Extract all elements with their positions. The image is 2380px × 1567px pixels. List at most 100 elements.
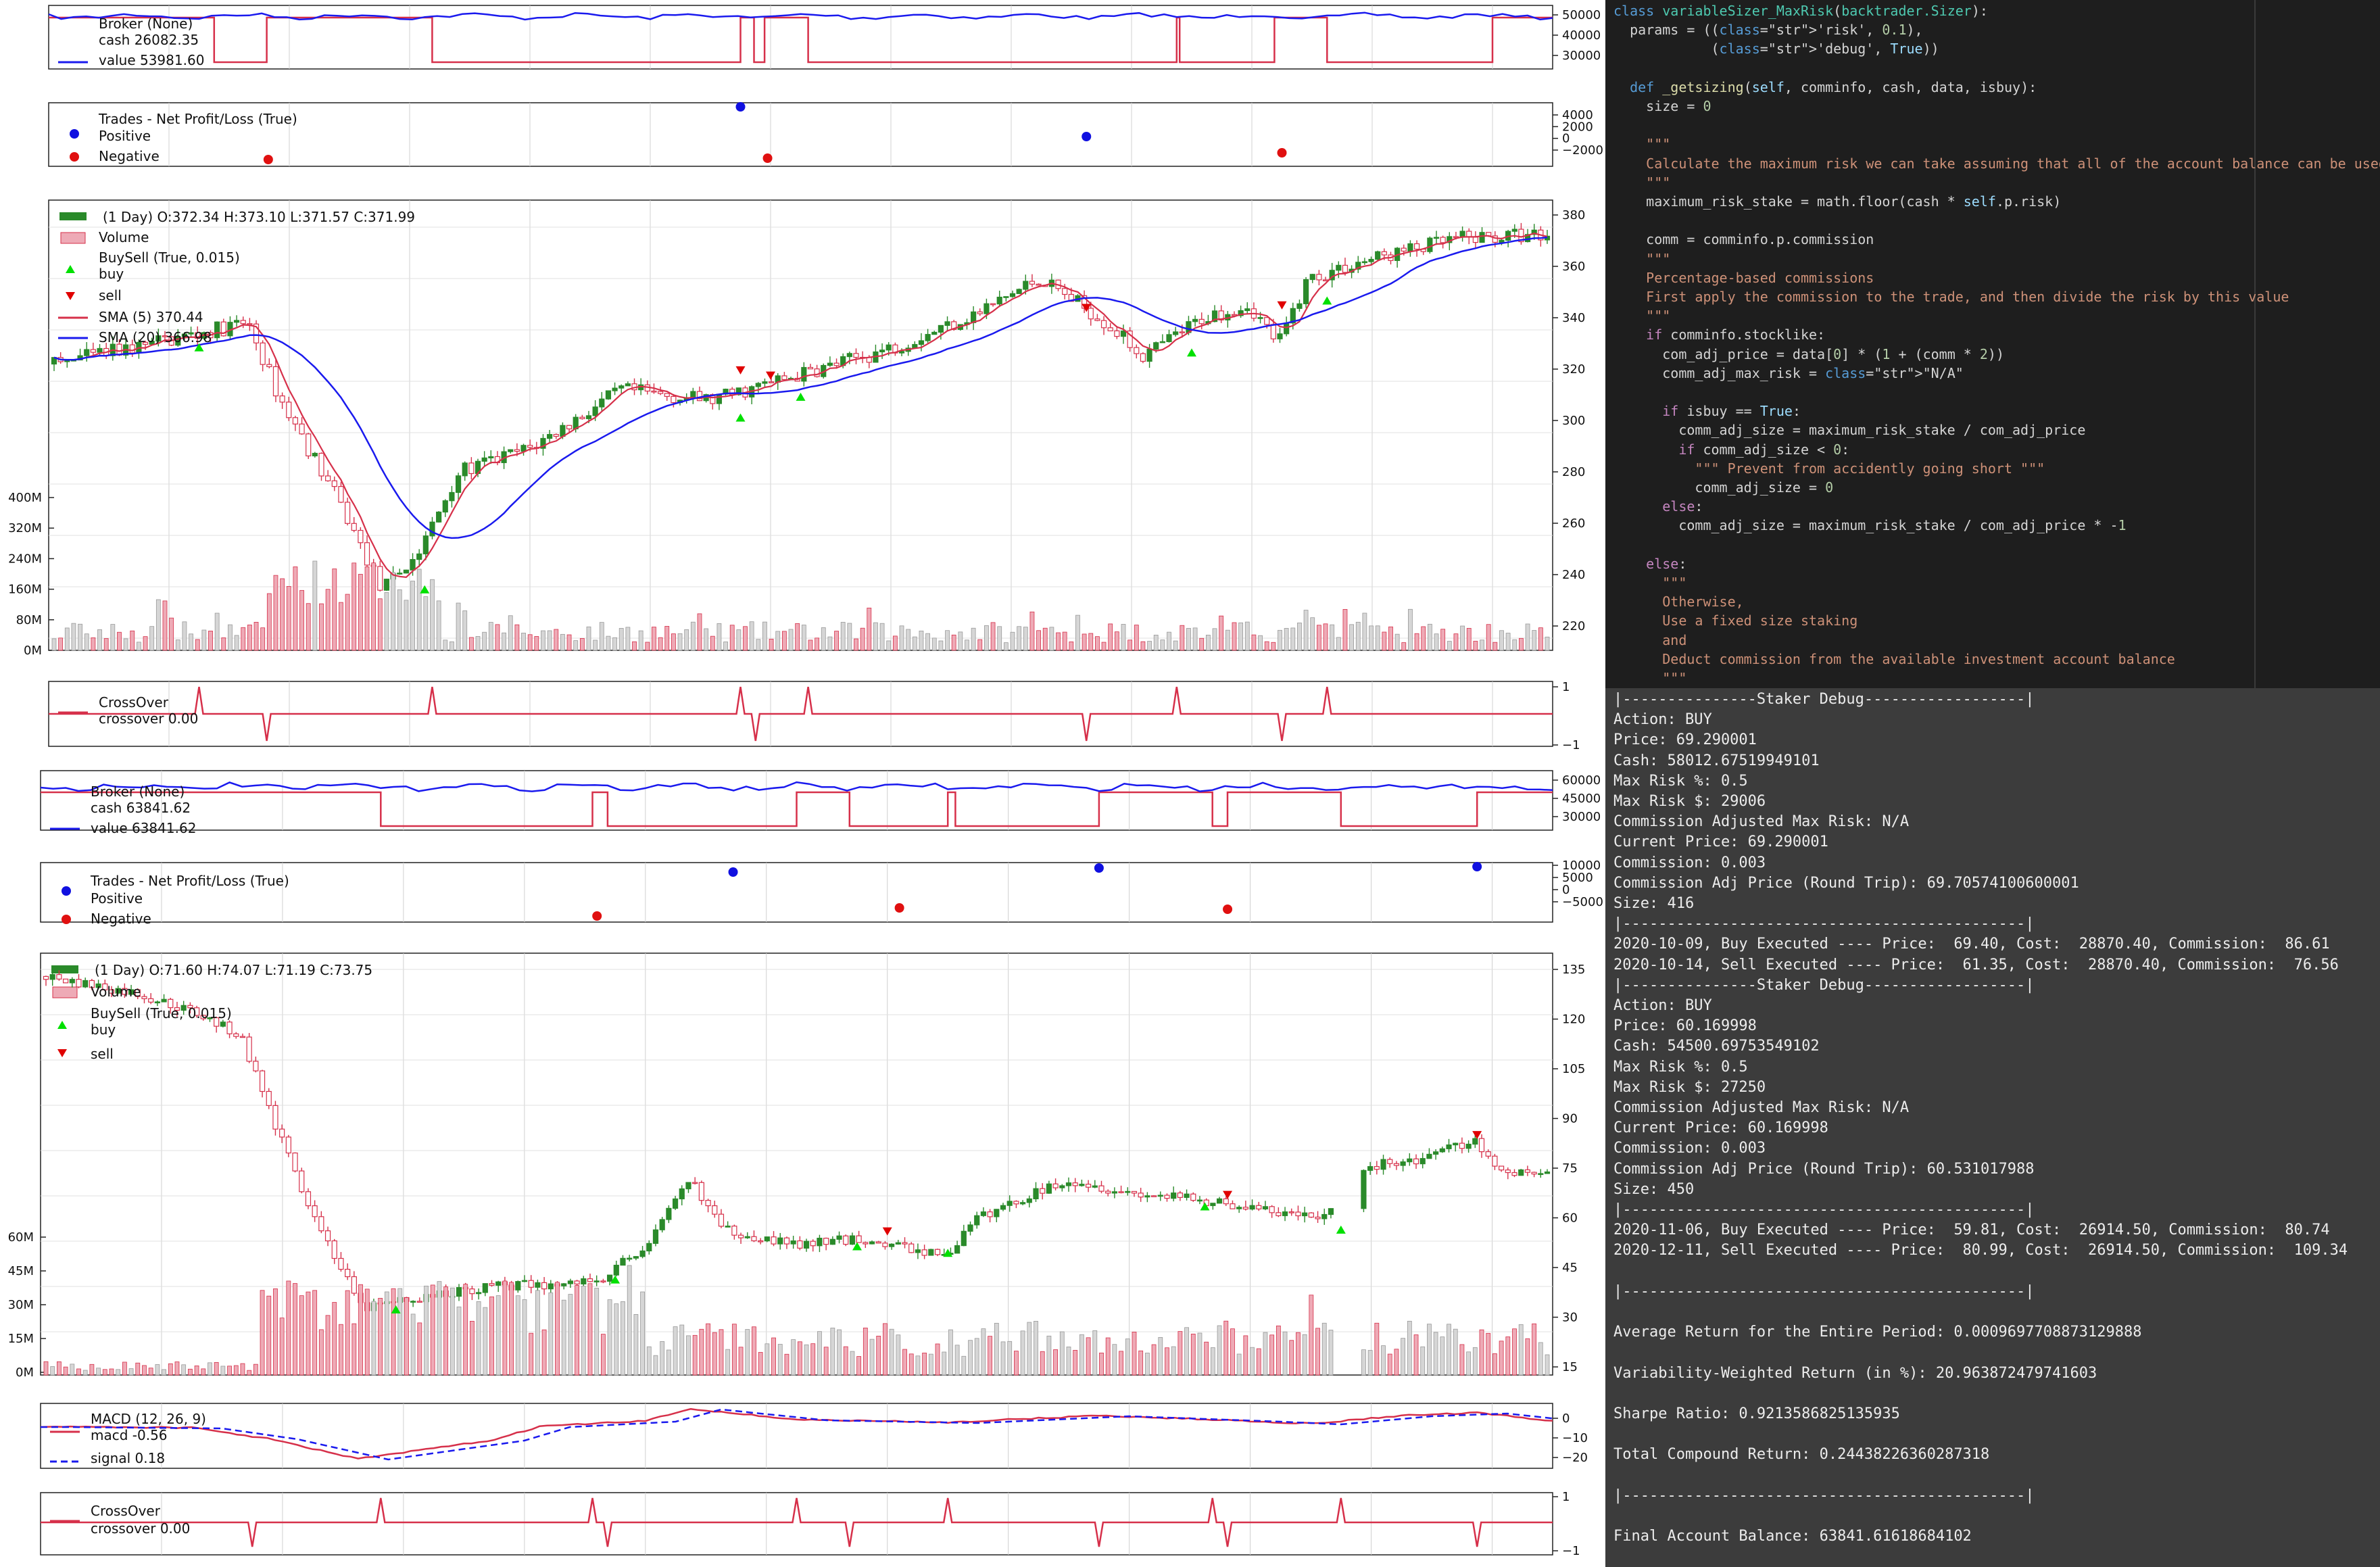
s2-candle xyxy=(193,1007,200,1016)
code-editor[interactable]: class variableSizer_MaxRisk(backtrader.S… xyxy=(1605,0,2380,688)
s1-broker-cash-line xyxy=(49,16,1553,64)
code-line: First apply the commission to the trade,… xyxy=(1613,289,2289,305)
output-console[interactable]: |---------------Staker Debug------------… xyxy=(1605,688,2380,1567)
s1-volume-bar xyxy=(892,635,898,651)
s2-signal-line xyxy=(41,1408,1553,1461)
s2-volume-bar xyxy=(358,1284,363,1376)
s1-price-tick-label: 220 xyxy=(1562,619,1585,633)
s1-volume-bar xyxy=(906,629,911,651)
s2-volume-bar xyxy=(535,1290,540,1376)
s1-volume-bar xyxy=(781,631,787,651)
s2-candle xyxy=(174,1007,180,1011)
s1-candle xyxy=(735,387,742,395)
s2-candle xyxy=(915,1249,921,1253)
s1-candle xyxy=(1368,258,1374,262)
s2-candle xyxy=(1459,1142,1465,1149)
console-line: 2020-11-06, Buy Executed ---- Price: 59.… xyxy=(1613,1222,2330,1239)
s1-candle xyxy=(1257,317,1263,319)
s2-candle xyxy=(889,1243,895,1247)
s2-trades-positive: Positive xyxy=(91,890,143,907)
s1-candle xyxy=(377,566,383,591)
s1-volume-bar xyxy=(860,627,865,651)
s1-volume-bar xyxy=(1095,636,1100,651)
s1-candle xyxy=(1270,324,1276,339)
s2-candle xyxy=(135,989,141,997)
s2-candle xyxy=(476,1292,482,1295)
s1-candle xyxy=(129,344,135,354)
s2-candle xyxy=(233,1033,239,1037)
s2-volume-bar xyxy=(1518,1324,1524,1376)
s1-trades-tick-label: 0 xyxy=(1562,132,1570,146)
s2-candle xyxy=(810,1240,816,1247)
s2-volume-bar xyxy=(424,1285,429,1376)
s1-broker-tick-label: 30000 xyxy=(1562,49,1601,63)
s2-candle xyxy=(272,1105,278,1130)
s1-candle xyxy=(1023,281,1029,290)
s1-volume-bar xyxy=(723,642,728,651)
s2-price-tick-label: 45 xyxy=(1562,1261,1578,1275)
s1-volume-bar xyxy=(1049,627,1054,651)
s2-candle xyxy=(108,989,115,994)
s2-candle xyxy=(1433,1151,1439,1155)
s1-candle xyxy=(175,336,181,346)
s2-volume-bar xyxy=(1066,1347,1071,1376)
s2-volume-bar xyxy=(797,1341,802,1376)
s1-volume-bar xyxy=(1349,624,1355,651)
s1-volume-bar xyxy=(1440,629,1446,651)
s1-volume-bar xyxy=(632,641,637,651)
s2-volume-bar xyxy=(1420,1346,1426,1376)
s1-trades-title: Trades - Net Profit/Loss (True) xyxy=(98,111,297,127)
s1-candle xyxy=(585,415,592,419)
s1-volume-bar xyxy=(990,622,996,651)
s1-volume-bar xyxy=(606,635,611,651)
s1-volume-bar xyxy=(652,627,656,651)
s2-volume-bar xyxy=(522,1299,527,1376)
s2-volume-bar xyxy=(1315,1328,1320,1376)
s2-candle xyxy=(672,1198,679,1209)
s2-price-tick-label: 15 xyxy=(1562,1360,1578,1374)
console-line: Max Risk $: 29006 xyxy=(1613,793,1766,810)
s1-candle xyxy=(481,457,487,462)
s2-candle xyxy=(1190,1193,1196,1201)
s2-crossover-title: CrossOver xyxy=(91,1503,161,1519)
s2-candle xyxy=(574,1280,580,1284)
s1-volume-bar xyxy=(521,633,526,651)
s2-volume-bar xyxy=(1230,1328,1235,1376)
s1-candle xyxy=(397,573,403,575)
s2-candle xyxy=(1092,1185,1098,1188)
s1-candle xyxy=(410,558,416,571)
s2-volume-bar xyxy=(194,1366,199,1376)
s2-volume-bar xyxy=(594,1288,600,1376)
s1-volume-bar xyxy=(468,637,474,651)
s2-candle xyxy=(416,1301,422,1303)
s1-volume-bar xyxy=(358,574,363,651)
s2-volume-bar xyxy=(201,1368,206,1376)
s2-candle xyxy=(895,1242,901,1245)
s1-candle xyxy=(1114,330,1120,337)
s1-volume-bar xyxy=(71,623,76,651)
s1-volume-bar xyxy=(1342,609,1348,651)
code-line: comm_adj_size = maximum_risk_stake / com… xyxy=(1613,517,2127,534)
s1-candle xyxy=(318,452,324,477)
s2-candle xyxy=(469,1288,475,1295)
s2-trade-positive-dot xyxy=(1472,862,1482,871)
s1-volume-bar xyxy=(1486,624,1491,651)
s1-candle xyxy=(116,343,122,356)
s1-candle xyxy=(1244,308,1250,312)
code-line: Percentage-based commissions xyxy=(1613,269,1874,286)
s1-candle xyxy=(1264,317,1270,325)
s2-candle xyxy=(1098,1185,1104,1192)
s1-volume-bar xyxy=(1114,631,1119,651)
s2-volume-bar xyxy=(1034,1321,1038,1376)
s2-volume-bar xyxy=(1165,1347,1169,1376)
s2-candle xyxy=(214,1017,220,1027)
s1-volume-bar xyxy=(319,603,324,651)
s2-candle xyxy=(994,1209,1000,1218)
s2-candle xyxy=(928,1249,934,1256)
s1-candle xyxy=(592,406,598,416)
s1-buy-marker xyxy=(1322,296,1332,305)
s1-candle xyxy=(996,296,1002,305)
s2-candle xyxy=(515,1281,521,1291)
s2-volume-bar xyxy=(1309,1295,1314,1376)
s2-volume-bar xyxy=(784,1353,790,1376)
